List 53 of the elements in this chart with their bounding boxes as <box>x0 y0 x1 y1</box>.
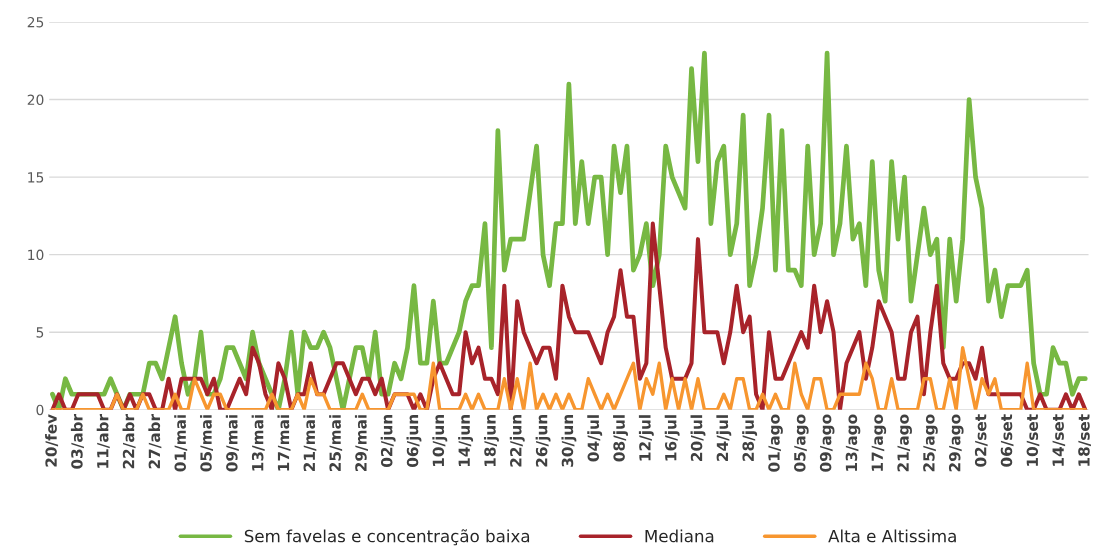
line-series <box>50 50 1088 410</box>
x-tick-label: 20/fev <box>45 414 59 467</box>
legend-label: Sem favelas e concentração baixa <box>244 529 530 546</box>
x-tick-label: 18/jun <box>483 415 499 467</box>
x-tick-label: 27/abr <box>148 413 162 469</box>
x-tick-label: 09/ago <box>819 414 835 472</box>
x-tick-label: 14/set <box>1052 414 1066 466</box>
x-tick-label: 05/mai <box>199 415 214 472</box>
legend-label: Alta e Altissima <box>828 529 956 543</box>
x-tick-label: 24/jul <box>716 415 732 461</box>
x-tick-label: 21/mai <box>303 415 317 472</box>
x-tick-label: 30/jun <box>561 415 577 467</box>
y-tick-label: 5 <box>36 327 44 338</box>
x-tick-label: 02/set <box>974 414 988 467</box>
x-tick-label: 10/jun <box>432 415 448 467</box>
x-tick-label: 25/mai <box>329 415 343 472</box>
x-tick-label: 06/set <box>1000 414 1014 467</box>
x-tick-label: 16/jul <box>664 415 680 461</box>
x-tick-label: 02/jun <box>380 415 396 468</box>
x-tick-label: 10/set <box>1026 414 1040 466</box>
y-tick-label: 15 <box>28 172 44 183</box>
y-tick-label: 0 <box>36 404 44 416</box>
x-tick-label: 17/mai <box>277 415 291 471</box>
y-tick-label: 25 <box>27 16 44 28</box>
legend-label: Mediana <box>645 529 714 543</box>
x-tick-label: 20/jul <box>690 415 706 461</box>
x-tick-label: 04/jul <box>587 415 603 462</box>
x-tick-label: 08/jul <box>613 415 628 462</box>
line-series <box>50 221 1088 410</box>
line-series <box>50 346 1087 410</box>
x-tick-label: 03/abr <box>70 413 84 469</box>
x-tick-label: 13/mai <box>251 415 265 471</box>
y-tick-label: 20 <box>27 94 44 106</box>
x-tick-label: 01/mai <box>174 415 188 472</box>
x-tick-label: 05/ago <box>794 414 809 472</box>
x-tick-label: 06/jun <box>406 415 422 468</box>
x-tick-label: 22/abr <box>122 413 136 469</box>
y-tick-label: 10 <box>28 249 44 261</box>
x-tick-label: 25/ago <box>923 414 938 472</box>
x-tick-label: 11/abr <box>96 413 110 468</box>
x-tick-label: 22/jun <box>509 415 525 467</box>
x-tick-label: 17/ago <box>871 414 887 471</box>
x-tick-label: 26/jun <box>535 415 551 467</box>
x-tick-label: 18/set <box>1078 414 1091 466</box>
x-tick-label: 09/mai <box>225 415 239 472</box>
x-tick-label: 29/mai <box>354 415 368 472</box>
x-tick-label: 29/ago <box>948 414 964 472</box>
x-tick-label: 12/jul <box>638 415 654 461</box>
x-tick-label: 01/ago <box>768 414 783 472</box>
x-tick-label: 14/jun <box>458 415 474 467</box>
x-tick-label: 13/ago <box>845 414 861 471</box>
x-tick-label: 28/jul <box>742 415 758 461</box>
x-tick-label: 21/ago <box>897 414 912 472</box>
